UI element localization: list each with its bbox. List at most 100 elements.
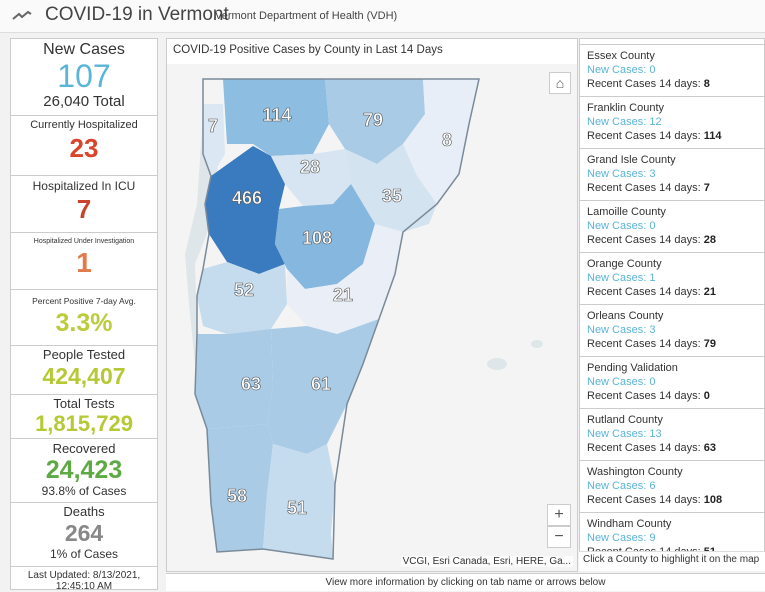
map-label-essex: 8 bbox=[442, 130, 452, 150]
total-cases: 26,040 Total bbox=[43, 93, 125, 110]
county-recent-cases: Recent Cases 14 days: 7 bbox=[587, 182, 710, 194]
list-item-washington[interactable]: Washington County New Cases: 6 Recent Ca… bbox=[580, 461, 764, 513]
list-item-orange[interactable]: Orange County New Cases: 1 Recent Cases … bbox=[580, 253, 764, 305]
new-cases-value: 107 bbox=[57, 58, 111, 94]
app-header: COVID-19 in Vermont Vermont Department o… bbox=[0, 0, 765, 33]
investigation-card: Hospitalized Under Investigation 1 bbox=[11, 233, 157, 290]
county-name: Grand Isle County bbox=[587, 154, 676, 166]
zoom-in-button[interactable]: + bbox=[547, 504, 571, 526]
list-item-orleans[interactable]: Orleans County New Cases: 3 Recent Cases… bbox=[580, 305, 764, 357]
map-label-grand-isle: 7 bbox=[208, 116, 218, 136]
county-recent-cases: Recent Cases 14 days: 28 bbox=[587, 234, 717, 246]
county-new-cases: New Cases: 1 bbox=[587, 272, 656, 284]
county-essex[interactable] bbox=[403, 79, 479, 204]
list-item-pending[interactable]: Pending Validation New Cases: 0 Recent C… bbox=[580, 357, 764, 409]
last-updated: Last Updated: 8/13/2021, 12:45:10 AM bbox=[11, 567, 157, 592]
state-outline bbox=[194, 78, 480, 560]
county-name: Orange County bbox=[587, 258, 662, 270]
map-label-chittenden: 466 bbox=[232, 188, 262, 208]
list-item-grand-isle[interactable]: Grand Isle County New Cases: 3 Recent Ca… bbox=[580, 149, 764, 201]
county-recent-cases: Recent Cases 14 days: 0 bbox=[587, 390, 710, 402]
investigation-label: Hospitalized Under Investigation bbox=[33, 238, 135, 245]
recovered-card: Recovered 24,423 93.8% of Cases bbox=[11, 439, 157, 503]
icu-card: Hospitalized In ICU 7 bbox=[11, 176, 157, 233]
deaths-value: 264 bbox=[64, 520, 104, 546]
last-updated-text: Last Updated: 8/13/2021, bbox=[27, 570, 141, 581]
county-name: Pending Validation bbox=[587, 362, 678, 374]
county-windsor[interactable] bbox=[267, 319, 379, 454]
county-bennington[interactable] bbox=[207, 424, 273, 552]
county-caledonia[interactable] bbox=[345, 144, 437, 232]
hospitalized-value: 23 bbox=[69, 133, 99, 163]
county-map[interactable]: 7 114 79 8 28 466 35 108 52 21 63 61 58 … bbox=[167, 64, 577, 571]
deaths-percent: 1% of Cases bbox=[49, 547, 119, 561]
hospitalized-label: Currently Hospitalized bbox=[30, 119, 138, 131]
map-label-caledonia: 35 bbox=[382, 186, 402, 206]
list-item-essex[interactable]: Essex County New Cases: 0 Recent Cases 1… bbox=[580, 45, 764, 97]
home-icon: ⌂ bbox=[555, 75, 565, 91]
county-chittenden[interactable] bbox=[205, 146, 285, 274]
list-footer: Click a County to highlight it on the ma… bbox=[579, 551, 765, 571]
icu-label: Hospitalized In ICU bbox=[32, 179, 136, 193]
county-recent-cases: Recent Cases 14 days: 8 bbox=[587, 78, 710, 90]
last-updated-time: 12:45:10 AM bbox=[55, 581, 113, 592]
county-windham[interactable] bbox=[263, 444, 335, 559]
county-new-cases: New Cases: 13 bbox=[587, 428, 662, 440]
list-item-windham[interactable]: Windham County New Cases: 9 Recent Cases… bbox=[580, 513, 764, 558]
new-cases-card: New Cases 107 26,040 Total bbox=[11, 39, 157, 116]
map-label-windsor: 61 bbox=[311, 374, 331, 394]
county-name: Essex County bbox=[587, 50, 655, 62]
page-subtitle: Vermont Department of Health (VDH) bbox=[215, 10, 398, 22]
list-item-franklin[interactable]: Franklin County New Cases: 12 Recent Cas… bbox=[580, 97, 764, 149]
total-tests-card: Total Tests 1,815,729 bbox=[11, 395, 157, 439]
county-recent-cases: Recent Cases 14 days: 79 bbox=[587, 338, 717, 350]
recovered-label: Recovered bbox=[52, 441, 116, 456]
people-tested-label: People Tested bbox=[42, 347, 126, 362]
map-attribution: VCGI, Esri Canada, Esri, HERE, Ga... bbox=[400, 556, 573, 567]
county-recent-cases: Recent Cases 14 days: 114 bbox=[587, 130, 722, 142]
county-name: Franklin County bbox=[587, 102, 665, 114]
percent-positive-value: 3.3% bbox=[55, 309, 113, 337]
recovered-percent: 93.8% of Cases bbox=[41, 484, 127, 498]
county-recent-cases: Recent Cases 14 days: 63 bbox=[587, 442, 717, 454]
recovered-value: 24,423 bbox=[45, 456, 123, 484]
county-franklin[interactable] bbox=[223, 79, 329, 156]
map-label-franklin: 114 bbox=[262, 105, 291, 125]
total-tests-value: 1,815,729 bbox=[35, 411, 133, 436]
people-tested-value: 424,407 bbox=[42, 363, 126, 389]
list-item-rutland[interactable]: Rutland County New Cases: 13 Recent Case… bbox=[580, 409, 764, 461]
county-new-cases: New Cases: 3 bbox=[587, 168, 656, 180]
deaths-label: Deaths bbox=[63, 504, 105, 519]
home-button[interactable]: ⌂ bbox=[549, 72, 571, 94]
list-item-lamoille[interactable]: Lamoille County New Cases: 0 Recent Case… bbox=[580, 201, 764, 253]
county-new-cases: New Cases: 0 bbox=[587, 220, 656, 232]
county-orleans[interactable] bbox=[325, 79, 425, 164]
hospitalized-card: Currently Hospitalized 23 bbox=[11, 116, 157, 176]
deaths-card: Deaths 264 1% of Cases bbox=[11, 503, 157, 567]
map-label-windham: 51 bbox=[287, 498, 307, 518]
map-label-orleans: 79 bbox=[363, 110, 383, 130]
county-washington[interactable] bbox=[275, 184, 375, 289]
county-new-cases: New Cases: 12 bbox=[587, 116, 662, 128]
page-title: COVID-19 in Vermont bbox=[45, 4, 229, 25]
county-lamoille[interactable] bbox=[271, 149, 351, 206]
list-top-divider bbox=[580, 39, 764, 45]
county-new-cases: New Cases: 3 bbox=[587, 324, 656, 336]
county-name: Rutland County bbox=[587, 414, 663, 426]
county-name: Windham County bbox=[587, 518, 672, 530]
lake-decoration bbox=[487, 358, 507, 370]
county-name: Washington County bbox=[587, 466, 683, 478]
lake-decoration-2 bbox=[531, 340, 543, 348]
county-orange[interactable] bbox=[287, 224, 403, 334]
investigation-value: 1 bbox=[76, 247, 92, 278]
county-list[interactable]: Essex County New Cases: 0 Recent Cases 1… bbox=[579, 38, 765, 570]
map-label-addison: 52 bbox=[234, 280, 254, 300]
vermont-map[interactable]: 7 114 79 8 28 466 35 108 52 21 63 61 58 … bbox=[167, 64, 577, 571]
county-addison[interactable] bbox=[197, 262, 287, 334]
county-new-cases: New Cases: 0 bbox=[587, 376, 656, 388]
county-grand-isle[interactable] bbox=[201, 104, 225, 174]
county-name: Orleans County bbox=[587, 310, 664, 322]
map-label-bennington: 58 bbox=[227, 486, 247, 506]
zoom-out-button[interactable]: − bbox=[547, 526, 571, 548]
county-rutland[interactable] bbox=[195, 329, 273, 429]
